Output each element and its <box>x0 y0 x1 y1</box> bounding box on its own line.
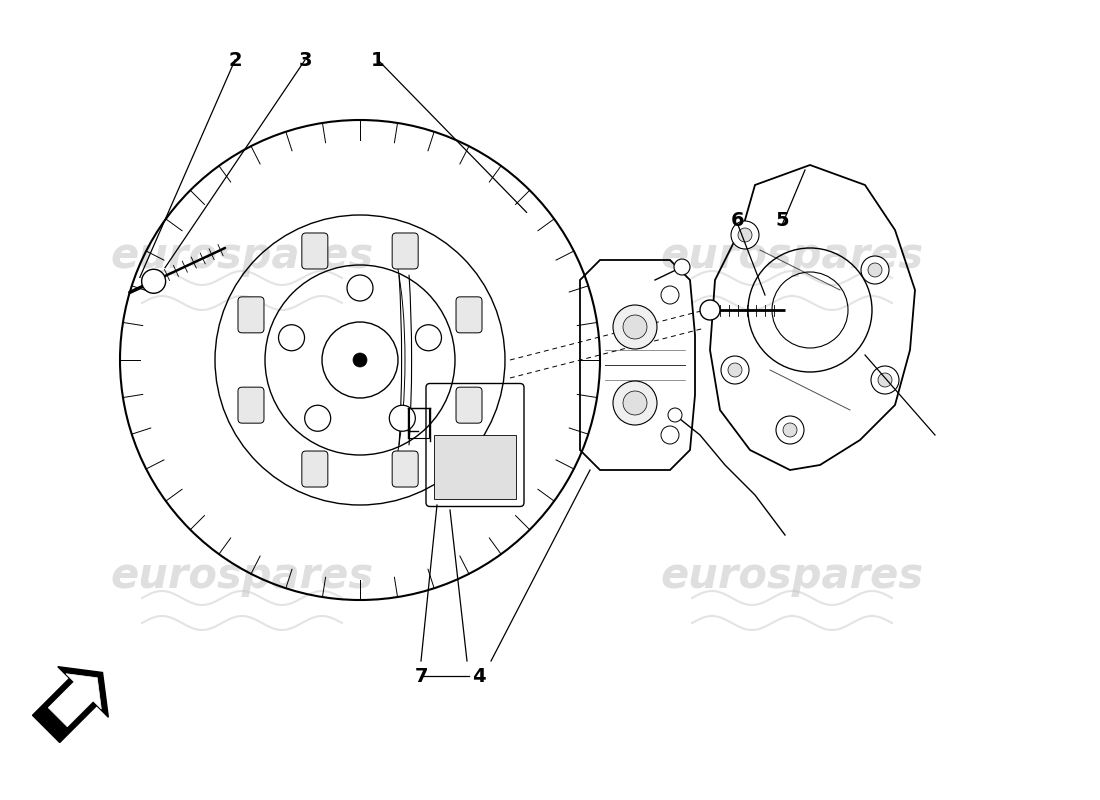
Text: eurospares: eurospares <box>110 235 374 277</box>
Circle shape <box>613 305 657 349</box>
Text: 3: 3 <box>298 50 311 70</box>
FancyBboxPatch shape <box>238 297 264 333</box>
Bar <box>409 407 429 438</box>
Text: eurospares: eurospares <box>110 555 374 597</box>
FancyBboxPatch shape <box>301 233 328 269</box>
Bar <box>434 435 516 498</box>
Circle shape <box>732 221 759 249</box>
Text: eurospares: eurospares <box>660 555 924 597</box>
Circle shape <box>668 408 682 422</box>
Circle shape <box>720 356 749 384</box>
Text: 7: 7 <box>415 666 428 686</box>
Text: 2: 2 <box>228 50 242 70</box>
Circle shape <box>389 406 416 431</box>
Circle shape <box>661 426 679 444</box>
Circle shape <box>346 275 373 301</box>
Circle shape <box>142 270 166 294</box>
Circle shape <box>783 423 798 437</box>
Circle shape <box>278 325 305 350</box>
FancyBboxPatch shape <box>456 387 482 423</box>
Circle shape <box>305 406 331 431</box>
Text: 6: 6 <box>732 210 745 230</box>
Circle shape <box>878 373 892 387</box>
Circle shape <box>661 286 679 304</box>
Circle shape <box>613 381 657 425</box>
Polygon shape <box>48 674 101 726</box>
Circle shape <box>674 259 690 275</box>
Circle shape <box>868 263 882 277</box>
Circle shape <box>776 416 804 444</box>
Circle shape <box>623 315 647 339</box>
Circle shape <box>700 300 720 320</box>
Circle shape <box>353 353 367 367</box>
FancyBboxPatch shape <box>301 451 328 487</box>
FancyBboxPatch shape <box>393 233 418 269</box>
Polygon shape <box>33 666 108 742</box>
FancyBboxPatch shape <box>393 451 418 487</box>
Circle shape <box>623 391 647 415</box>
Text: 5: 5 <box>776 210 789 230</box>
Text: 1: 1 <box>371 50 385 70</box>
Circle shape <box>738 228 752 242</box>
Text: eurospares: eurospares <box>660 235 924 277</box>
Circle shape <box>416 325 441 350</box>
Text: 4: 4 <box>472 666 486 686</box>
Circle shape <box>728 363 743 377</box>
FancyBboxPatch shape <box>238 387 264 423</box>
FancyBboxPatch shape <box>456 297 482 333</box>
Circle shape <box>871 366 899 394</box>
Circle shape <box>861 256 889 284</box>
